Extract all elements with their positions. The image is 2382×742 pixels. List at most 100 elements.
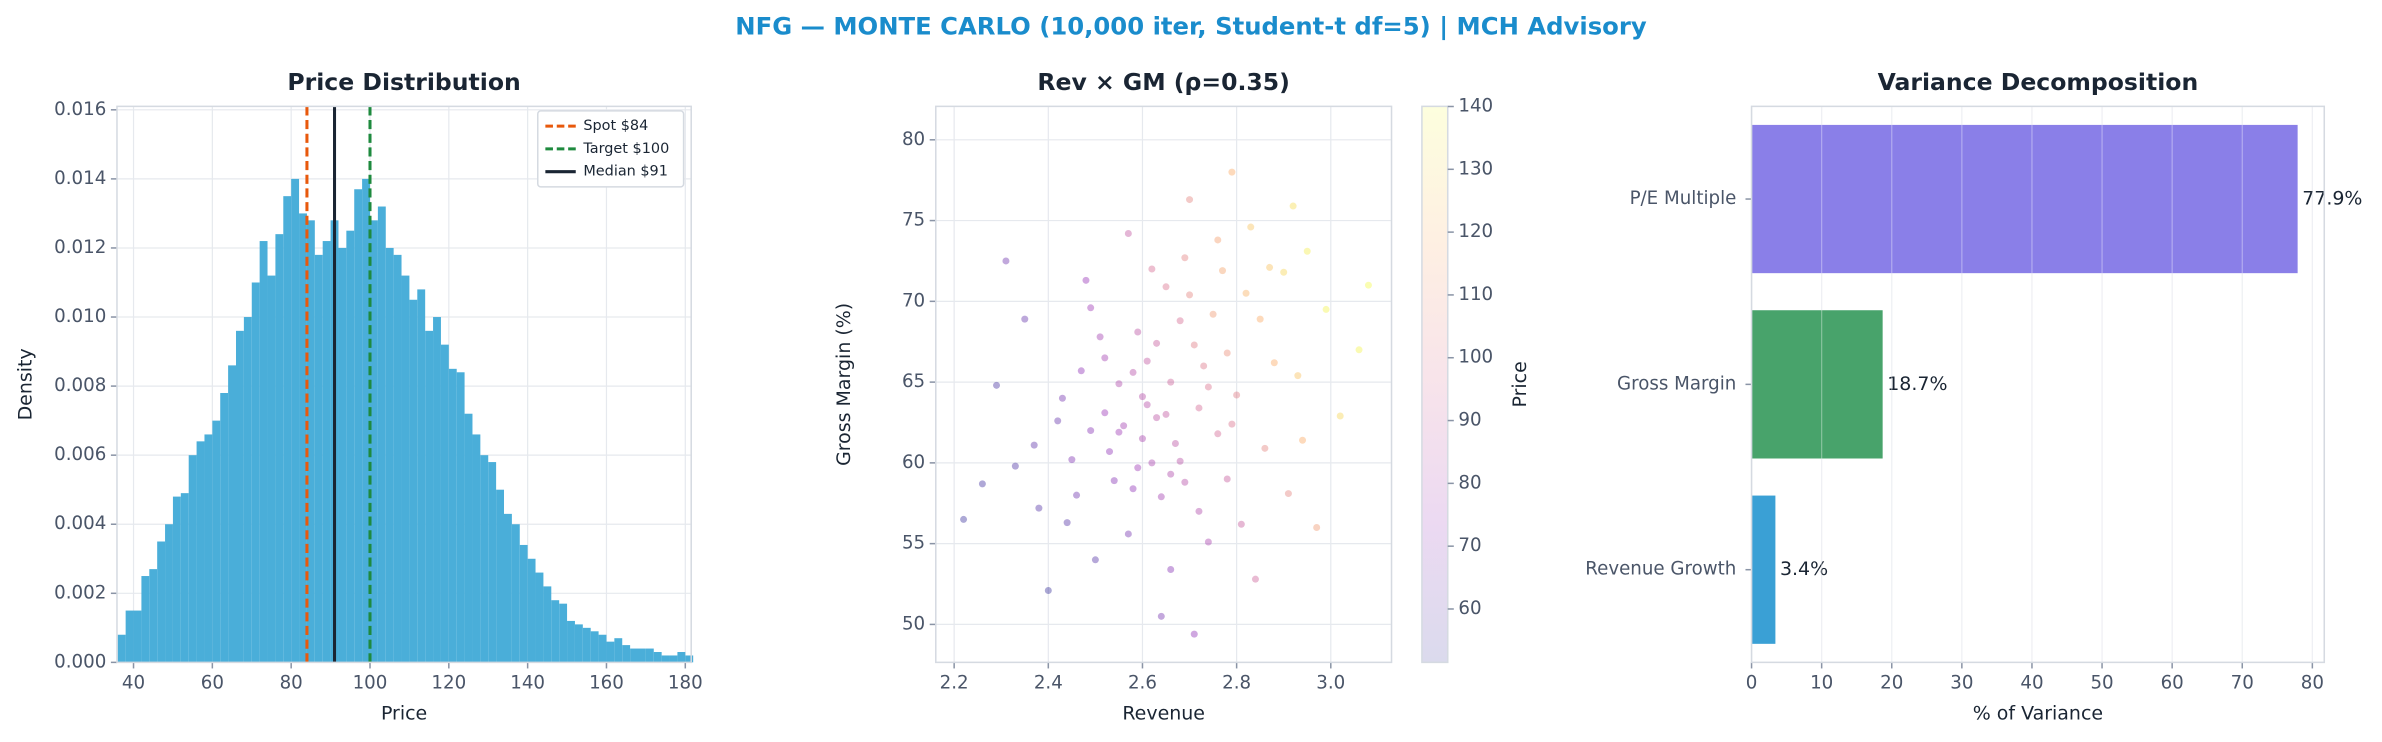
scatter-point — [1058, 394, 1066, 402]
axes-frame — [935, 105, 1393, 664]
x-tick-label: 120 — [431, 673, 466, 694]
scatter-point — [1120, 422, 1128, 430]
legend-label: Median $91 — [583, 164, 668, 180]
scatter-point — [1228, 168, 1236, 176]
plot-area — [935, 106, 1392, 663]
scatter-point — [1299, 436, 1307, 444]
scatter-point — [1270, 359, 1278, 367]
scatter-point — [1195, 507, 1203, 515]
histogram-bar — [220, 393, 229, 663]
histogram-bar — [125, 610, 134, 663]
y-tick-label: 0.004 — [54, 513, 106, 534]
histogram-bar — [251, 282, 260, 663]
histogram-bar — [267, 275, 276, 663]
scatter-point — [1115, 380, 1123, 388]
colorbar — [1421, 105, 1449, 664]
histogram-bar — [543, 586, 552, 663]
histogram-bar — [165, 524, 173, 663]
x-tick-label: 70 — [2231, 673, 2254, 694]
histogram-bar — [433, 317, 441, 663]
scatter-point — [1044, 586, 1052, 594]
scatter-point — [1143, 401, 1151, 409]
histogram-bar — [243, 317, 252, 663]
x-axis-label: Revenue — [1122, 703, 1205, 725]
scatter-point — [1247, 223, 1255, 231]
histogram-bar — [338, 247, 347, 663]
histogram-bar — [511, 524, 520, 663]
scatter-point — [1256, 315, 1264, 323]
scatter-point — [1223, 475, 1231, 483]
y-tick-label: 0.012 — [54, 237, 106, 258]
scatter-point — [978, 480, 986, 488]
scatter-point — [1129, 368, 1137, 376]
histogram-bar — [669, 655, 678, 663]
y-tick-label: 75 — [902, 210, 925, 231]
scatter-point — [1110, 477, 1118, 485]
scatter-point — [1237, 520, 1245, 528]
colorbar-label: Price — [1509, 361, 1531, 407]
y-tick-label: Revenue Growth — [1585, 559, 1736, 580]
scatter-point — [1214, 430, 1222, 438]
histogram-bar — [228, 365, 236, 663]
histogram-bar — [204, 434, 213, 663]
scatter-point — [1115, 428, 1123, 436]
x-tick-label: 140 — [510, 673, 545, 694]
histogram-bar — [653, 652, 662, 663]
histogram-bar — [559, 603, 568, 663]
histogram-bar — [314, 254, 323, 663]
colorbar-tick-label: 90 — [1458, 410, 1481, 431]
colorbar-tick-label: 110 — [1458, 284, 1493, 305]
histogram-bar — [456, 372, 465, 663]
y-axis-label: Gross Margin (%) — [833, 303, 855, 466]
scatter-point — [1186, 291, 1194, 299]
histogram-bar — [275, 234, 284, 663]
y-tick-label: 50 — [902, 613, 925, 634]
scatter-point — [1030, 441, 1038, 449]
scatter-point — [1355, 346, 1363, 354]
scatter-point — [1364, 281, 1372, 289]
histogram-bar — [401, 275, 410, 663]
scatter-point — [1073, 491, 1081, 499]
histogram-bar — [645, 648, 654, 663]
histogram-bar — [322, 241, 331, 663]
x-tick-label: 0 — [1746, 673, 1758, 694]
scatter-point — [1280, 268, 1288, 276]
scatter-point — [1181, 254, 1189, 262]
colorbar-tick-label: 100 — [1458, 347, 1493, 368]
scatter-point — [1294, 372, 1302, 380]
legend-label: Spot $84 — [583, 118, 648, 134]
scatter-point — [1204, 383, 1212, 391]
scatter-point — [1021, 315, 1029, 323]
colorbar-tick-label: 80 — [1458, 472, 1481, 493]
scatter-point — [1204, 538, 1212, 546]
scatter-point — [1138, 393, 1146, 401]
histogram-bar — [291, 178, 300, 663]
chart-title: Rev × GM (ρ=0.35) — [1037, 68, 1290, 96]
x-axis-label: Price — [381, 703, 427, 725]
histogram-bar — [157, 541, 166, 663]
colorbar-tick-label: 130 — [1458, 158, 1493, 179]
x-axis-label: % of Variance — [1973, 703, 2103, 725]
scatter-point — [1186, 196, 1194, 204]
histogram-bar — [622, 645, 631, 663]
y-tick-label: 0.016 — [54, 99, 106, 120]
bar — [1751, 495, 1776, 644]
chart-title: Variance Decomposition — [1878, 68, 2199, 96]
scatter-point — [1284, 490, 1292, 498]
histogram-bar — [661, 655, 670, 663]
histogram-bar — [519, 544, 528, 663]
colorbar-tick-label: 140 — [1458, 95, 1493, 116]
axes-frame — [116, 105, 692, 664]
histogram-bar — [385, 247, 394, 663]
scatter-point — [1148, 459, 1156, 467]
histogram-bar — [141, 576, 150, 663]
scatter-point — [1157, 612, 1165, 620]
histogram-bar — [480, 455, 489, 663]
y-tick-label: 60 — [902, 452, 925, 473]
scatter-point — [1223, 349, 1231, 357]
histogram-bar — [685, 655, 694, 663]
x-tick-label: 30 — [1950, 673, 1973, 694]
y-tick-label: 65 — [902, 371, 925, 392]
y-tick-label: 0.000 — [54, 651, 106, 672]
scatter-point — [1148, 265, 1156, 273]
